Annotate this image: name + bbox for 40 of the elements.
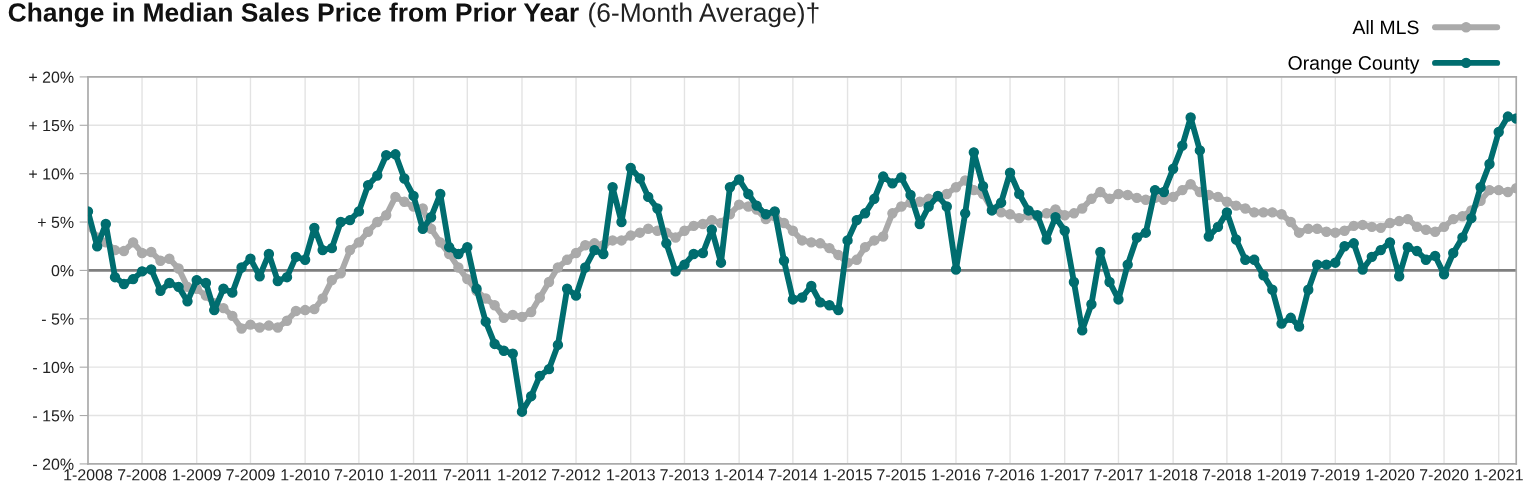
x-tick-label: 1-2016: [932, 469, 981, 481]
x-tick-label: 1-2012: [498, 469, 547, 481]
x-tick-label: 1-2014: [715, 469, 764, 481]
y-tick-label: - 10%: [33, 361, 74, 374]
x-tick-label: 7-2020: [1420, 469, 1469, 481]
y-tick-label: 0%: [51, 265, 74, 277]
y-tick-label: + 15%: [29, 119, 74, 132]
y-tick-label: + 10%: [29, 168, 74, 180]
x-tick-label: 7-2012: [552, 469, 601, 481]
x-tick-label: 1-2011: [390, 469, 438, 481]
y-tick-label: + 20%: [29, 71, 74, 83]
x-tick-label: 1-2013: [607, 469, 655, 481]
x-tick-label: 1-2015: [823, 469, 872, 481]
y-tick-label: - 20%: [33, 458, 74, 470]
y-tick-label: + 5%: [38, 216, 74, 228]
x-tick-label: 1-2017: [1041, 469, 1089, 481]
x-tick-label: 7-2014: [768, 469, 818, 481]
legend-label: All MLS: [1352, 19, 1419, 35]
x-tick-label: 1-2008: [64, 469, 113, 481]
x-tick-label: 7-2013: [660, 469, 709, 481]
x-tick-label: 1-2010: [281, 469, 330, 481]
y-tick-label: - 15%: [33, 410, 74, 422]
x-tick-label: 7-2011: [443, 469, 491, 481]
x-tick-label: 7-2009: [226, 469, 275, 481]
y-tick-label: - 5%: [41, 313, 74, 325]
chart-subtitle: (6-Month Average)†: [589, 2, 819, 28]
x-tick-label: 1-2009: [173, 469, 221, 481]
chart-title: Change in Median Sales Price from Prior Year: [8, 2, 579, 28]
x-tick-label: 1-2021: [1475, 469, 1523, 481]
x-tick-label: 7-2019: [1311, 469, 1360, 481]
x-tick-label: 1-2020: [1366, 469, 1415, 481]
x-tick-label: 7-2010: [334, 469, 384, 481]
x-tick-label: 7-2015: [877, 469, 926, 481]
x-tick-label: 7-2008: [117, 469, 167, 481]
x-tick-label: 1-2018: [1149, 469, 1198, 481]
legend-label: Orange County: [1288, 56, 1420, 74]
x-tick-label: 7-2017: [1094, 469, 1143, 481]
x-tick-label: 7-2018: [1202, 469, 1252, 481]
x-tick-label: 7-2016: [986, 469, 1035, 481]
x-tick-label: 1-2019: [1257, 469, 1306, 481]
